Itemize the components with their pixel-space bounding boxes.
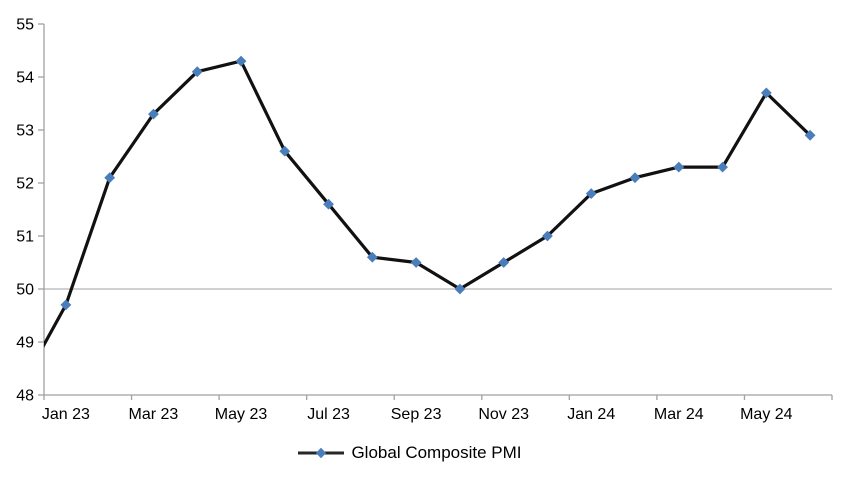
y-tick-label: 48 xyxy=(16,388,34,405)
data-point-marker xyxy=(366,251,378,263)
data-point-marker xyxy=(454,283,466,295)
x-tick-label: Mar 23 xyxy=(129,406,179,423)
x-tick-label: Mar 24 xyxy=(654,406,704,423)
x-tick-label: May 23 xyxy=(215,406,268,423)
data-point-marker xyxy=(235,55,247,67)
y-tick-label: 50 xyxy=(16,282,34,299)
x-tick-label: Nov 23 xyxy=(478,406,529,423)
data-point-marker xyxy=(60,299,72,311)
x-tick-label: Jan 24 xyxy=(567,406,615,423)
legend-entry: Global Composite PMI xyxy=(298,443,522,463)
legend-label: Global Composite PMI xyxy=(351,443,522,462)
y-tick-label: 54 xyxy=(16,70,34,87)
legend: Global Composite PMI xyxy=(0,441,852,465)
data-point-marker xyxy=(673,161,685,173)
data-point-marker xyxy=(717,161,728,173)
legend-diamond-marker xyxy=(316,447,327,459)
series-line xyxy=(44,59,812,348)
series-group xyxy=(44,55,816,348)
data-point-marker xyxy=(804,129,816,141)
data-point-marker xyxy=(279,145,291,157)
data-point-marker xyxy=(542,230,553,242)
data-point-marker xyxy=(410,257,422,268)
y-tick-label: 53 xyxy=(16,123,34,140)
x-tick-label: Sep 23 xyxy=(391,406,442,423)
x-tick-label: Jul 23 xyxy=(307,406,350,423)
y-tick-label: 49 xyxy=(16,335,34,352)
legend-line-marker-icon xyxy=(298,447,345,459)
y-tick-label: 51 xyxy=(16,229,34,246)
x-tick-label: Jan 23 xyxy=(42,406,90,423)
data-point-marker xyxy=(629,172,641,184)
data-point-marker xyxy=(498,257,510,268)
data-point-marker xyxy=(104,172,116,184)
data-point-marker xyxy=(585,188,597,200)
y-tick-label: 52 xyxy=(16,176,34,193)
y-tick-label: 55 xyxy=(16,17,34,34)
x-tick-label: May 24 xyxy=(740,406,793,423)
data-point-marker xyxy=(323,198,334,210)
data-point-marker xyxy=(191,66,203,78)
data-point-marker xyxy=(148,108,159,120)
data-point-marker xyxy=(760,87,772,99)
